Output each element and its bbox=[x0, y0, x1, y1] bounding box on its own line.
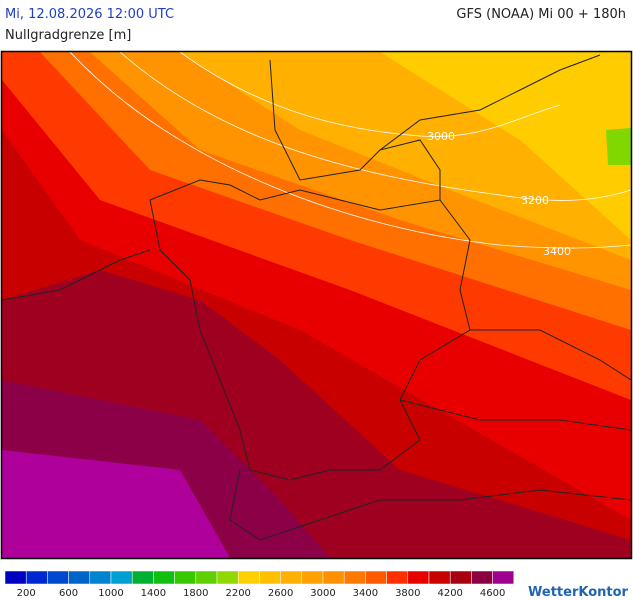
legend-label: 3800 bbox=[395, 588, 420, 599]
contours bbox=[69, 52, 631, 249]
legend-swatch bbox=[365, 570, 387, 585]
legend-swatch bbox=[259, 570, 281, 585]
legend-label: 1000 bbox=[98, 588, 123, 599]
legend-label: 4600 bbox=[480, 588, 505, 599]
legend-swatch bbox=[428, 570, 451, 585]
legend-label: 2200 bbox=[225, 588, 250, 599]
legend-swatch bbox=[301, 570, 324, 585]
legend-label: 3400 bbox=[353, 588, 378, 599]
band bbox=[606, 128, 631, 165]
map-frame bbox=[0, 50, 633, 560]
legend-swatch bbox=[449, 570, 472, 585]
legend-label: 2600 bbox=[268, 588, 293, 599]
legend-label: 4200 bbox=[437, 588, 462, 599]
contour-label: 3000 bbox=[427, 130, 455, 143]
legend-swatch bbox=[153, 570, 175, 585]
legend-swatch bbox=[4, 570, 27, 585]
legend-swatch bbox=[25, 570, 48, 585]
legend-swatch bbox=[174, 570, 197, 585]
legend-swatch bbox=[89, 570, 112, 585]
contour-label: 3400 bbox=[543, 245, 571, 258]
legend-label: 200 bbox=[17, 588, 36, 599]
legend-swatch bbox=[471, 570, 493, 585]
band bbox=[2, 450, 230, 558]
logo: WetterKontor bbox=[528, 585, 629, 600]
contour-label: 3200 bbox=[521, 194, 549, 207]
legend-swatch bbox=[237, 570, 260, 585]
legend-swatch bbox=[343, 570, 366, 585]
legend-swatch bbox=[47, 570, 69, 585]
legend-swatch bbox=[110, 570, 133, 585]
legend-label: 600 bbox=[59, 588, 78, 599]
map-field bbox=[2, 52, 631, 558]
datetime: Mi, 12.08.2026 12:00 UTC bbox=[5, 7, 174, 22]
legend-swatch bbox=[407, 570, 430, 585]
legend-swatch bbox=[216, 570, 239, 585]
parameter: Nullgradgrenze [m] bbox=[5, 28, 131, 43]
legend-swatch bbox=[386, 570, 409, 585]
legend-swatch bbox=[68, 570, 91, 585]
legend-label: 3000 bbox=[310, 588, 335, 599]
legend-label: 1800 bbox=[183, 588, 208, 599]
legend-swatch bbox=[280, 570, 303, 585]
legend-swatch bbox=[322, 570, 345, 585]
model-run: GFS (NOAA) Mi 00 + 180h bbox=[456, 7, 626, 22]
color-legend: 200 600 1000 1400 1800 2200 2600 3000 3400 3800 42… bbox=[4, 570, 515, 599]
borders bbox=[2, 54, 631, 541]
legend-swatch bbox=[195, 570, 218, 585]
legend-swatch bbox=[131, 570, 154, 585]
legend-swatch bbox=[492, 570, 515, 585]
legend-label: 1400 bbox=[141, 588, 166, 599]
